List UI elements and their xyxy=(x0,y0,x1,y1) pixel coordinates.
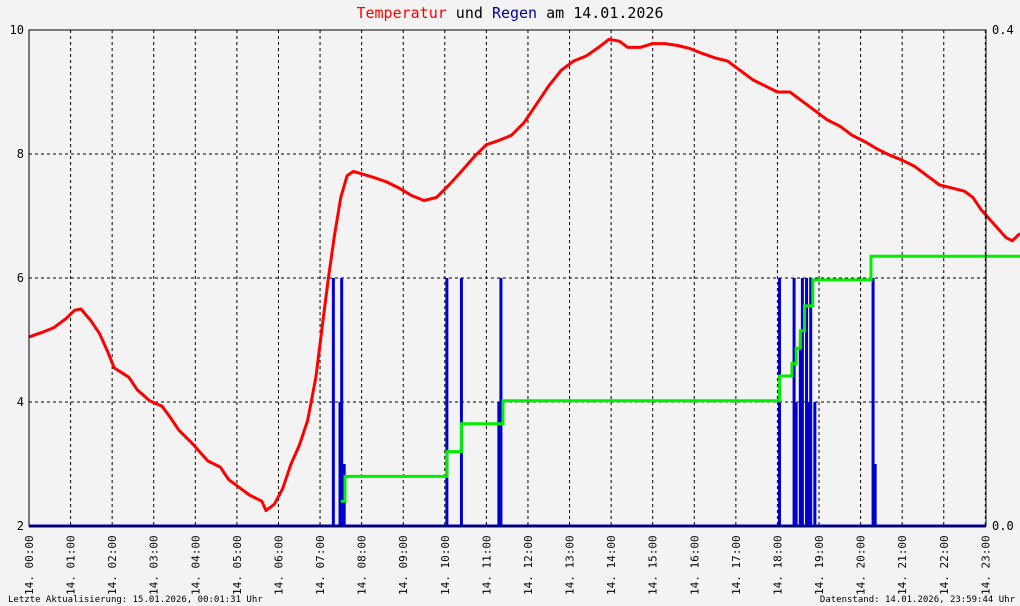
title-date: am 14.01.2026 xyxy=(537,4,663,22)
x-tick-label: 14. 01:00 xyxy=(65,535,78,595)
x-tick-label: 14. 09:00 xyxy=(397,535,410,595)
footer-last-update: Letzte Aktualisierung: 15.01.2026, 00:01… xyxy=(8,595,263,605)
x-tick-label: 14. 12:00 xyxy=(522,535,535,595)
x-tick-label: 14. 00:00 xyxy=(23,535,36,595)
x-tick-label: 14. 10:00 xyxy=(439,535,452,595)
x-tick-label: 14. 21:00 xyxy=(896,535,909,595)
y-right-tick-label: 0.4 xyxy=(992,23,1014,37)
x-tick-label: 14. 20:00 xyxy=(855,535,868,595)
y-left-tick-label: 4 xyxy=(17,395,24,409)
x-tick-label: 14. 05:00 xyxy=(231,535,244,595)
y-left-tick-label: 6 xyxy=(17,271,24,285)
x-tick-label: 14. 13:00 xyxy=(564,535,577,595)
x-tick-label: 14. 23:00 xyxy=(979,535,992,595)
axes: 14. 00:00 14. 01:00 14. 02:00 14. 03:00 14. … xyxy=(10,23,1014,595)
x-tick-label: 14. 14:00 xyxy=(605,535,618,595)
rain-sum-line xyxy=(340,254,1020,503)
x-tick-label: 14. 15:00 xyxy=(647,535,660,595)
temperature-line xyxy=(28,37,1020,512)
x-tick-label: 14. 22:00 xyxy=(938,535,951,595)
x-tick-label: 14. 03:00 xyxy=(148,535,161,595)
x-tick-label: 14. 08:00 xyxy=(356,535,369,595)
x-tick-label: 14. 11:00 xyxy=(480,535,493,595)
grid-lines xyxy=(29,30,986,526)
plot-frame xyxy=(28,29,987,527)
chart-title: Temperatur und Regen am 14.01.2026 xyxy=(356,4,663,22)
title-connector: und xyxy=(447,4,492,22)
title-temperature: Temperatur xyxy=(356,4,446,22)
x-tick-label: 14. 18:00 xyxy=(771,535,784,595)
y-left-tick-label: 10 xyxy=(10,23,24,37)
x-tick-label: 14. 07:00 xyxy=(314,535,327,595)
y-right-tick-label: 0.0 xyxy=(992,519,1014,533)
title-rain: Regen xyxy=(492,4,537,22)
x-tick-label: 14. 16:00 xyxy=(688,535,701,595)
x-tick-label: 14. 04:00 xyxy=(189,535,202,595)
x-tick-label: 14. 06:00 xyxy=(272,535,285,595)
footer-data-state: Datenstand: 14.01.2026, 23:59:44 Uhr xyxy=(820,595,1016,605)
x-tick-label: 14. 19:00 xyxy=(813,535,826,595)
plot-area xyxy=(28,37,1020,528)
x-tick-label: 14. 02:00 xyxy=(106,535,119,595)
x-tick-label: 14. 17:00 xyxy=(730,535,743,595)
y-left-tick-label: 8 xyxy=(17,147,24,161)
y-left-tick-label: 2 xyxy=(17,519,24,533)
